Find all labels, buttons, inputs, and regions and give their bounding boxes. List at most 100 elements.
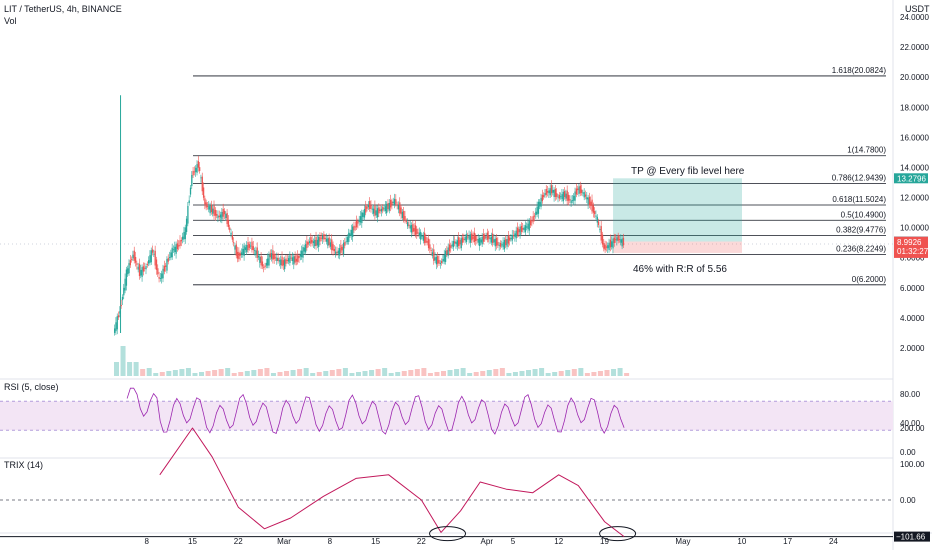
candle	[151, 249, 154, 253]
candle	[383, 208, 385, 210]
candle	[287, 258, 290, 262]
candle	[291, 257, 294, 262]
candle	[293, 256, 295, 265]
candle	[540, 197, 542, 207]
volume-bar	[297, 369, 303, 376]
candle	[490, 236, 493, 243]
volume-bar	[257, 369, 263, 376]
currency-label: USDT	[905, 4, 930, 14]
candle	[501, 244, 503, 246]
stop-zone[interactable]	[613, 241, 742, 253]
candle	[389, 199, 392, 208]
candle	[386, 203, 388, 214]
volume-bar	[539, 368, 545, 376]
candle	[459, 239, 461, 245]
candle	[209, 205, 211, 214]
price-tick: 6.0000	[900, 284, 925, 293]
candle	[285, 258, 287, 264]
candle	[222, 208, 224, 217]
candle	[324, 237, 326, 240]
time-tick: 24	[829, 537, 838, 546]
candle	[138, 263, 141, 277]
candle	[199, 167, 201, 171]
candle	[311, 240, 313, 243]
volume-bar	[225, 368, 231, 376]
candle	[375, 210, 377, 216]
candle	[284, 259, 286, 270]
time-axis[interactable]: 8 15 22 Mar 8 15 22 Apr 5 12 19 May 10 17 24	[144, 537, 838, 546]
candle	[168, 257, 171, 258]
volume-bar	[179, 369, 185, 376]
candle	[396, 204, 398, 206]
candle	[204, 198, 206, 205]
price-axis[interactable]: 24.0000 22.0000 20.0000 18.0000 16.0000 14.00…	[894, 13, 929, 353]
candle	[253, 250, 256, 252]
candle	[144, 267, 146, 269]
candle	[543, 195, 545, 198]
candle	[307, 242, 309, 245]
time-tick: 22	[417, 537, 426, 546]
candle	[355, 220, 358, 228]
price-tick: 16.0000	[900, 133, 929, 142]
volume-bar	[284, 371, 290, 376]
candle	[361, 212, 363, 224]
candle	[451, 244, 453, 247]
candle	[226, 213, 228, 225]
candle	[297, 255, 299, 262]
price-tick: 20.0000	[900, 73, 929, 82]
candle	[153, 253, 155, 255]
candle	[187, 205, 189, 224]
fib-label: 1.618(20.0824)	[832, 66, 887, 75]
candle	[257, 255, 260, 258]
time-tick: May	[675, 537, 690, 546]
candle	[433, 249, 435, 261]
candle	[175, 244, 177, 254]
target-zone[interactable]	[613, 178, 742, 242]
candle	[409, 225, 411, 229]
volume-bar	[526, 370, 532, 376]
candle	[447, 247, 449, 256]
trix-highlight-ellipse[interactable]	[429, 526, 467, 542]
candle	[574, 191, 576, 201]
candle	[294, 255, 296, 263]
time-tick: 10	[737, 537, 746, 546]
volume-bar	[611, 369, 617, 376]
volume-bar	[290, 370, 296, 376]
candle	[417, 232, 419, 234]
candle	[304, 244, 307, 253]
volume-bar	[447, 370, 453, 376]
candle	[312, 241, 315, 244]
candle	[393, 198, 396, 205]
candle	[129, 260, 131, 266]
trix-highlight-ellipse[interactable]	[599, 526, 637, 542]
candle	[337, 250, 339, 254]
candle	[353, 225, 355, 231]
volume-bar	[460, 368, 466, 376]
long-position-tool[interactable]	[613, 178, 742, 253]
candle	[579, 185, 581, 194]
volume-bar	[127, 362, 133, 376]
candle	[406, 222, 409, 227]
candle	[584, 194, 587, 197]
volume-bar	[244, 371, 250, 376]
candle	[172, 249, 175, 251]
time-tick: 5	[511, 537, 516, 546]
candle	[384, 206, 387, 212]
candle	[429, 244, 431, 250]
candle	[600, 226, 602, 241]
candle	[405, 221, 407, 222]
volume-bar	[172, 370, 178, 376]
volume-bar	[558, 371, 564, 376]
candle	[592, 205, 595, 213]
candle	[281, 256, 283, 267]
candle	[458, 237, 460, 246]
candle	[578, 186, 580, 194]
candle	[323, 233, 325, 240]
tp-annotation[interactable]: TP @ Every fib level here	[631, 166, 745, 177]
volume-bar	[532, 369, 538, 376]
fib-retracement[interactable]: 0(6.2000) 0.236(8.2249) 0.382(9.4776) 0.5(1…	[193, 66, 887, 286]
volume-bar	[231, 373, 237, 376]
volume-bar	[323, 371, 329, 376]
rr-annotation[interactable]: 46% with R:R of 5.56	[633, 264, 727, 275]
